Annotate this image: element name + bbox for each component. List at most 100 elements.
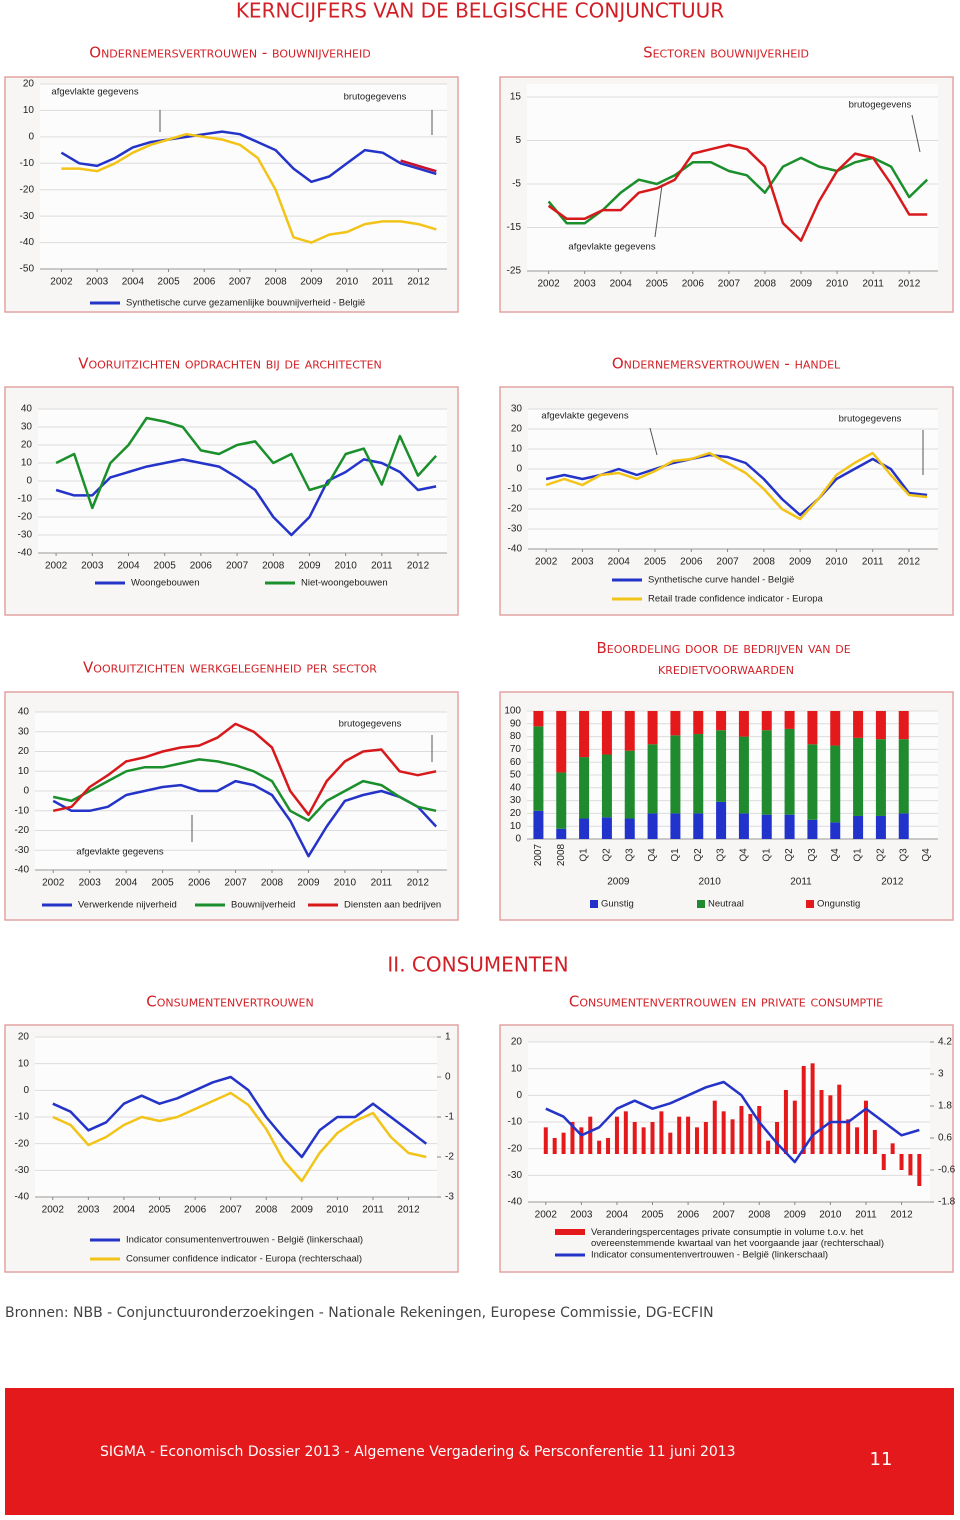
y-tick-label: -40: [15, 1192, 30, 1203]
bar-segment: [601, 817, 612, 839]
x-tick-label: 2004: [606, 1210, 629, 1221]
y-tick-label: 20: [511, 424, 523, 435]
bar-segment: [784, 728, 795, 815]
x-tick-label: 2003: [79, 878, 102, 889]
y-tick-label: -20: [508, 1143, 523, 1154]
bar-segment: [579, 711, 590, 758]
bar-segment: [647, 711, 658, 745]
x-tick-label: 2010: [826, 279, 849, 290]
y-tick-label: -40: [18, 548, 33, 559]
x-tick-label: 2012: [397, 1205, 420, 1216]
y-tick-label: 20: [18, 1032, 30, 1043]
legend-label: Synthetische curve handel - België: [648, 575, 794, 586]
y-tick-label: 0: [23, 786, 29, 797]
legend-label: Diensten aan bedrijven: [344, 900, 441, 911]
bar-segment: [533, 711, 544, 727]
bar-segment: [761, 730, 772, 815]
legend-swatch: [806, 900, 814, 908]
bar-segment: [898, 711, 909, 740]
legend-label: Consumer confidence indicator - Europa (…: [126, 1254, 362, 1265]
x-tick-label: 2009: [298, 561, 321, 572]
x-tick-label: 2011: [371, 878, 393, 889]
y-tick-label: -10: [18, 494, 33, 505]
chart-title: Ondernemersvertrouwen - bouwnijverheid: [89, 44, 370, 62]
bar-segment: [601, 711, 612, 755]
section-title: II. CONSUMENTEN: [387, 953, 568, 977]
bar-segment: [670, 711, 681, 736]
x-tick-label: Q3: [807, 848, 818, 862]
x-tick-label: 2011: [862, 279, 884, 290]
x-tick-label: 2003: [574, 279, 597, 290]
x-tick-label: Q4: [830, 848, 841, 862]
legend-label: Indicator consumentenvertrouwen - België…: [126, 1235, 363, 1246]
bar-segment: [579, 757, 590, 819]
x-tick-label: 2004: [610, 279, 633, 290]
footer-text: SIGMA - Economisch Dossier 2013 - Algeme…: [100, 1444, 736, 1460]
bar: [712, 1100, 717, 1154]
x-tick-label: 2012: [407, 561, 430, 572]
bar-segment: [875, 711, 886, 740]
x-tick-label: Q3: [624, 848, 635, 862]
plot-area: [527, 84, 938, 271]
bar-segment: [738, 813, 749, 839]
x-tick-label: 2006: [677, 1210, 700, 1221]
bar-segment: [761, 814, 772, 839]
x-tick-label: Q4: [921, 848, 932, 862]
bar-segment: [830, 745, 841, 823]
x-tick-label: 2006: [682, 279, 705, 290]
y-tick-label: -20: [15, 1138, 30, 1149]
bar-segment: [556, 772, 567, 829]
bar-segment: [853, 711, 864, 738]
bar-segment: [898, 739, 909, 814]
bar-segment: [898, 813, 909, 839]
x-tick-label: Q2: [693, 848, 704, 862]
line-series: [55, 458, 437, 537]
y2-tick-label: 4.2: [938, 1037, 952, 1048]
x-tick-label: 2005: [157, 277, 180, 288]
x-tick-label: 2011: [372, 277, 394, 288]
legend-label: Synthetische curve gezamenlijke bouwnijv…: [126, 298, 365, 309]
y-tick-label: 15: [510, 92, 522, 103]
y2-tick-label: -3: [445, 1192, 454, 1203]
annotation: brutogegevens: [344, 92, 407, 103]
bar: [721, 1111, 726, 1154]
x-tick-label: 2008: [556, 843, 567, 866]
x-tick-label: 2012: [890, 1210, 913, 1221]
x-tick-label: 2011: [362, 1205, 384, 1216]
x-tick-label: Q2: [876, 848, 887, 862]
x-tick-label: 2009: [297, 878, 320, 889]
y-tick-label: 0: [28, 131, 34, 142]
bar: [801, 1066, 806, 1154]
x-tick-label: 2009: [300, 277, 323, 288]
x-tick-label: 2007: [718, 279, 741, 290]
x-tick-label: 2003: [570, 1210, 593, 1221]
y-tick-label: 30: [510, 795, 522, 806]
legend-swatch: [697, 900, 705, 908]
y-tick-label: -40: [20, 237, 35, 248]
x-tick-label: 2005: [644, 557, 667, 568]
x-tick-label: 2002: [535, 557, 558, 568]
bar-segment: [830, 822, 841, 839]
y2-tick-label: -2: [445, 1152, 454, 1163]
y-tick-label: 20: [21, 440, 33, 451]
bar-segment: [579, 818, 590, 839]
bar-segment: [807, 711, 818, 745]
y-tick-label: 0: [515, 834, 521, 845]
bar: [579, 1127, 584, 1154]
bar-segment: [784, 711, 795, 729]
y-tick-label: 100: [504, 706, 521, 717]
annotation: brutogegevens: [849, 100, 912, 111]
bar: [668, 1132, 673, 1154]
legend-label: Ongunstig: [817, 899, 860, 910]
x-tick-label: 2011: [371, 561, 393, 572]
y-tick-label: -40: [508, 1197, 523, 1208]
bar-segment: [533, 726, 544, 811]
y-tick-label: 30: [21, 422, 33, 433]
x-tick-label: Q3: [716, 848, 727, 862]
y-tick-label: 40: [18, 707, 30, 718]
bar-segment: [830, 711, 841, 746]
bar: [543, 1127, 548, 1154]
y2-tick-label: -1: [445, 1112, 454, 1123]
chart-title: Vooruitzichten opdrachten bij de archite…: [78, 355, 382, 373]
bar: [890, 1143, 895, 1154]
